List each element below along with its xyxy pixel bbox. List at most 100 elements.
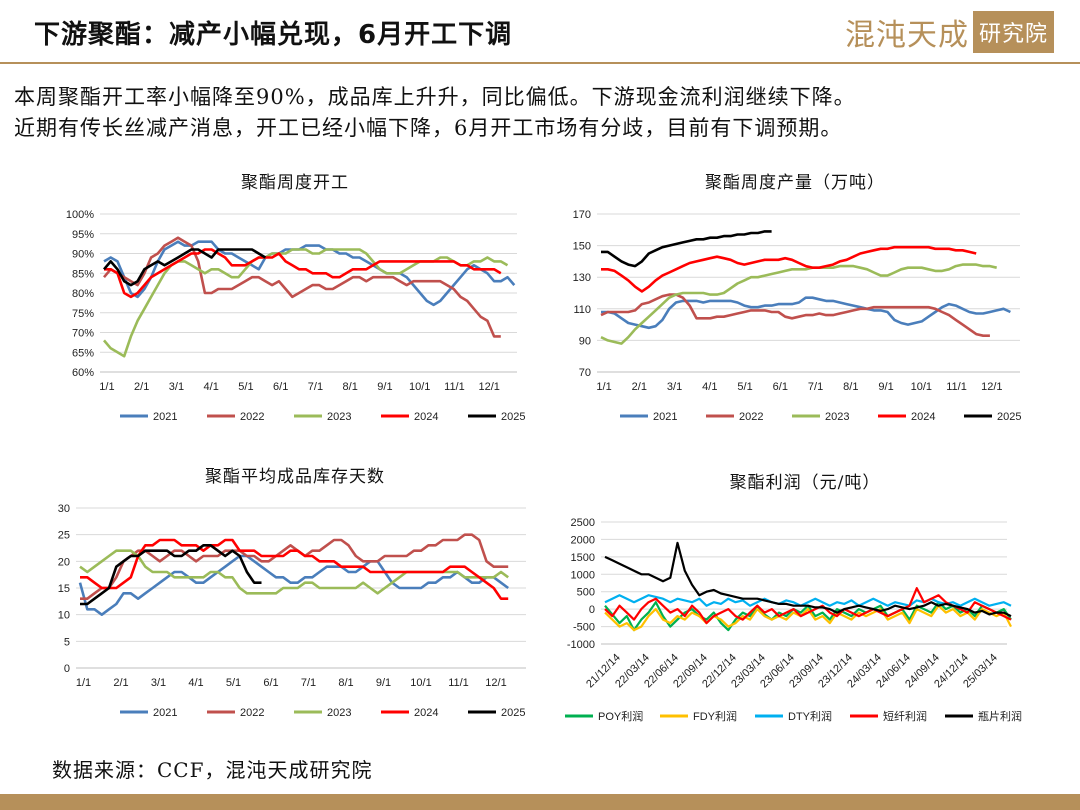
chart-inventory-days: 聚酯平均成品库存天数 0 5 10 15 20 25 30 1/1 2/1 3/1 4/1 5/1 6/… [40, 460, 550, 735]
y-tick-label: 70 [579, 367, 591, 379]
x-tick-label: 1/1 [99, 381, 114, 393]
series-line-2025 [601, 230, 772, 268]
x-tick-label: 4/1 [204, 381, 219, 393]
y-tick-label: 5 [64, 636, 70, 648]
x-tick-label: 5/1 [737, 381, 752, 393]
x-tick-label: 2/1 [632, 381, 647, 393]
legend-label: 2023 [825, 411, 849, 423]
y-tick-label: 80% [72, 288, 94, 300]
chart-operating-rate-plot: 60% 65% 70% 75% 80% 85% 90% 95% 100% 1/1 2/1 3/1 4/1… [66, 209, 526, 423]
series-line-2024 [601, 245, 977, 293]
y-tick-label: 0 [589, 604, 595, 616]
x-tick-label: 12/1 [485, 677, 506, 689]
y-tick-label: 10 [58, 610, 70, 622]
company-logo: 混沌天成 研究院 [845, 10, 1054, 54]
x-tick-label: 9/1 [878, 381, 893, 393]
y-tick-label: 65% [72, 347, 94, 359]
legend-label: DTY利润 [788, 709, 832, 723]
x-tick-label: 12/1 [478, 381, 499, 393]
x-tick-label: 11/1 [444, 381, 465, 393]
series-line-2021 [103, 240, 516, 307]
x-tick-label: 9/1 [376, 677, 391, 689]
legend-label: 2022 [240, 411, 264, 423]
summary-text: 本周聚酯开工率小幅降至90%，成品库上升升，同比偏低。下游现金流利润继续下降。 … [14, 82, 1074, 144]
x-tick-label: 8/1 [338, 677, 353, 689]
logo-sub-text: 研究院 [972, 11, 1054, 53]
series-line-2024 [80, 538, 509, 600]
y-tick-label: 30 [58, 503, 70, 515]
x-tick-label: 5/1 [238, 381, 253, 393]
x-tick-label: 3/1 [151, 677, 166, 689]
x-tick-label: 8/1 [343, 381, 358, 393]
y-tick-label: 20 [58, 556, 70, 568]
y-tick-label: 1500 [571, 552, 595, 564]
x-tick-label: 2/1 [134, 381, 149, 393]
chart-title: 聚酯周度产量（万吨） [705, 173, 885, 193]
x-tick-label: 7/1 [808, 381, 823, 393]
y-tick-label: 85% [72, 268, 94, 280]
y-tick-label: 0 [64, 663, 70, 675]
legend-label: 2025 [501, 707, 525, 719]
y-tick-label: 95% [72, 229, 94, 241]
series-line-2022 [600, 293, 990, 337]
x-tick-label: 12/1 [981, 381, 1002, 393]
y-tick-label: 90 [579, 335, 591, 347]
x-tick-label: 3/1 [667, 381, 682, 393]
y-tick-label: 500 [577, 587, 595, 599]
x-tick-label: 8/1 [843, 381, 858, 393]
data-source: 数据来源：CCF，混沌天成研究院 [52, 758, 373, 782]
x-tick-label: 10/1 [911, 381, 932, 393]
y-tick-label: 100% [66, 209, 94, 221]
y-tick-label: 2000 [571, 534, 595, 546]
chart-title: 聚酯周度开工 [241, 173, 349, 193]
series-line-DTY利润 [604, 594, 1012, 607]
legend-label: 2025 [997, 411, 1021, 423]
legend-label: 短纤利润 [883, 709, 927, 723]
legend-label: 2023 [327, 707, 351, 719]
chart-title: 聚酯利润（元/吨） [729, 473, 881, 493]
y-tick-label: 2500 [571, 517, 595, 529]
x-tick-label: 10/1 [410, 677, 431, 689]
chart-weekly-output: 聚酯周度产量（万吨） 70 90 110 130 150 170 1/1 2/1 3/1 4/1 5… [545, 166, 1045, 436]
legend-label: 2023 [327, 411, 351, 423]
x-tick-label: 9/1 [377, 381, 392, 393]
x-tick-label: 2/1 [113, 677, 128, 689]
series-line-2025 [103, 248, 267, 287]
x-tick-label: 3/1 [169, 381, 184, 393]
chart-weekly-output-plot: 70 90 110 130 150 170 1/1 2/1 3/1 4/1 5/1 6/1 7/1 8/1… [573, 209, 1022, 423]
legend-label: 2021 [653, 411, 677, 423]
legend-label: 2024 [414, 411, 438, 423]
legend-label: POY利润 [598, 709, 643, 723]
legend-label: 瓶片利润 [978, 709, 1022, 723]
series-line-2021 [601, 296, 1011, 330]
x-tick-label: 6/1 [263, 677, 278, 689]
series-line-2022 [80, 533, 509, 600]
legend-label: 2025 [501, 411, 525, 423]
y-tick-label: 70% [72, 328, 94, 340]
series-line-瓶片利润 [604, 541, 1012, 618]
y-tick-label: -500 [573, 622, 595, 634]
series-line-2022 [103, 236, 501, 338]
logo-main-text: 混沌天成 [844, 18, 969, 53]
x-tick-label: 1/1 [76, 677, 91, 689]
x-tick-label: 1/1 [596, 381, 611, 393]
series-line-2025 [80, 544, 262, 606]
page-title: 下游聚酯：减产小幅兑现，6月开工下调 [34, 20, 513, 50]
summary-line-2: 近期有传长丝减产消息，开工已经小幅下降，6月开工市场有分歧，目前有下调预期。 [14, 116, 843, 140]
series-line-FDY利润 [604, 604, 1012, 632]
y-tick-label: 110 [573, 304, 591, 316]
x-tick-label: 7/1 [301, 677, 316, 689]
y-tick-label: 130 [573, 272, 591, 284]
x-tick-label: 5/1 [226, 677, 241, 689]
summary-line-1: 本周聚酯开工率小幅降至90%，成品库上升升，同比偏低。下游现金流利润继续下降。 [14, 85, 856, 109]
x-tick-label: 6/1 [273, 381, 288, 393]
footer-bar [0, 794, 1080, 810]
header-divider [0, 62, 1080, 64]
chart-profit: 聚酯利润（元/吨） -1000 -500 0 500 1000 1500 2000 2500 2… [545, 466, 1065, 736]
series-line-短纤利润 [604, 587, 1012, 625]
y-tick-label: 1000 [571, 569, 595, 581]
x-tick-label: 11/1 [946, 381, 967, 393]
chart-profit-plot: -1000-5000500100015002000250021/12/1422/… [565, 517, 1022, 723]
y-tick-label: 150 [573, 241, 591, 253]
